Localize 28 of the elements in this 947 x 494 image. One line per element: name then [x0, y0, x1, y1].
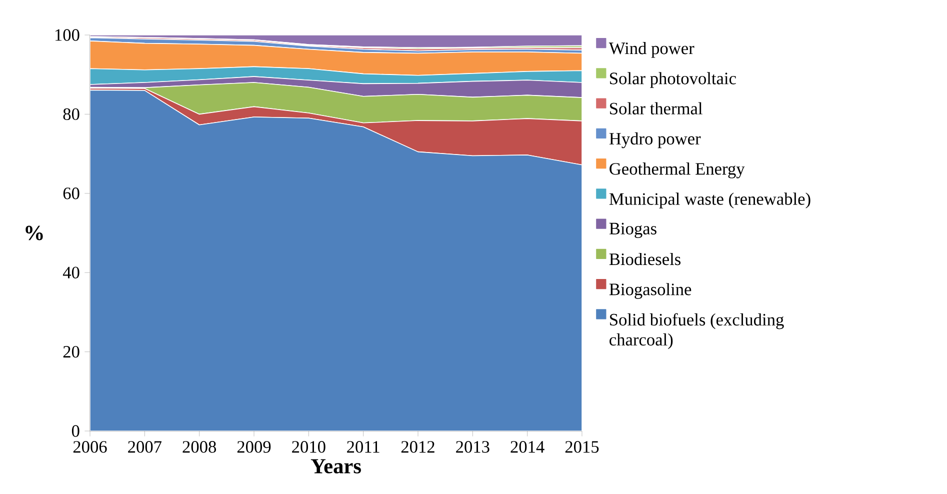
x-axis-title: Years: [310, 459, 361, 474]
y-tick-label: 0: [72, 425, 80, 437]
legend-label: Biogas: [609, 222, 656, 238]
x-tick-label: 2008: [182, 441, 216, 453]
legend-label: Biodiesels: [609, 252, 681, 266]
x-tick-label: 2012: [401, 441, 434, 453]
y-tick-label: 20: [63, 346, 80, 358]
x-tick-label: 2009: [237, 441, 271, 453]
legend-label: Solar thermal: [610, 102, 702, 114]
legend-label: Wind power: [608, 42, 694, 58]
legend-label: Municipal waste (renewable): [609, 192, 810, 208]
y-tick-label: 60: [63, 188, 80, 200]
y-tick-label: 80: [63, 108, 80, 120]
legend-label: Biogasoline: [609, 283, 692, 299]
x-tick-label: 2007: [128, 441, 162, 453]
x-tick-label: 2013: [456, 441, 490, 453]
legend-label: Solid biofuels (excluding charcoal): [610, 313, 784, 350]
x-tick-label: 2006: [73, 441, 107, 453]
x-tick-label: 2010: [292, 441, 326, 453]
x-tick-label: 2015: [565, 441, 599, 453]
legend-label: Hydro power: [609, 132, 701, 148]
x-tick-label: 2011: [347, 441, 380, 453]
y-tick-label: 40: [62, 266, 80, 278]
y-tick-label: 100: [55, 29, 80, 41]
y-axis-title: %: [26, 226, 43, 240]
legend-label: Geothermal Energy: [610, 162, 745, 178]
x-tick-label: 2014: [510, 441, 544, 453]
legend-label: Solar photovoltaic: [610, 72, 736, 88]
